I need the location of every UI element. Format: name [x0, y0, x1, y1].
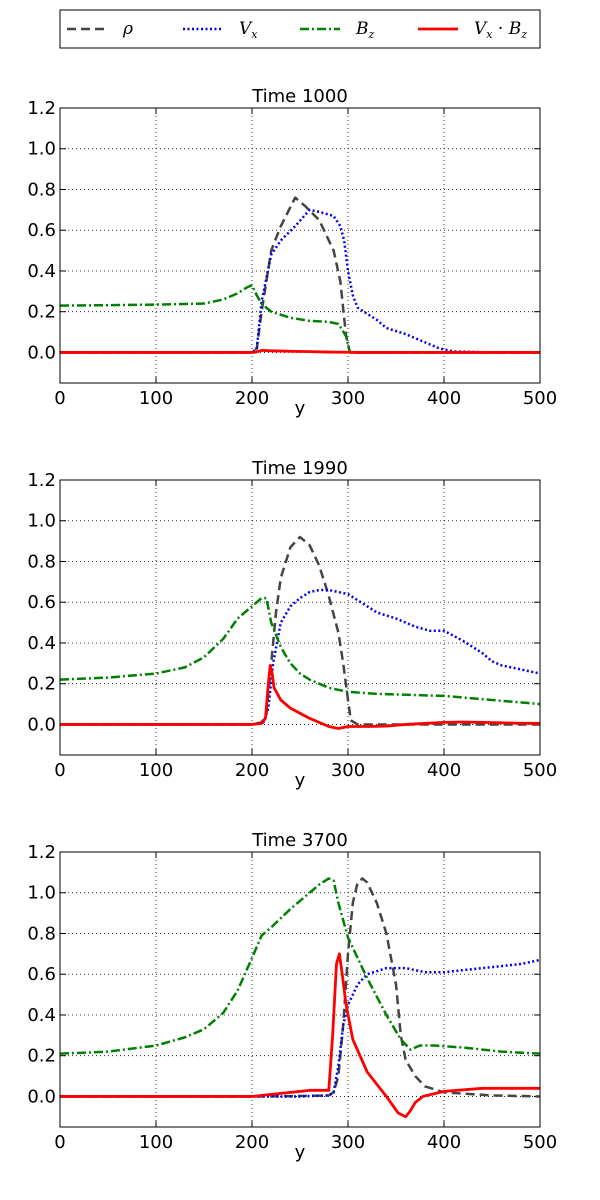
- x-tick-label: 400: [427, 388, 461, 409]
- x-tick-label: 500: [523, 760, 557, 781]
- x-tick-label: 100: [139, 760, 173, 781]
- plot-frame: [59, 851, 541, 1128]
- y-tick-label: 0.4: [27, 261, 56, 282]
- legend-label-rho: ρ: [122, 19, 133, 39]
- series-line-bz: [60, 283, 540, 354]
- x-tick-label: 0: [54, 1132, 65, 1153]
- y-tick-label: 0.8: [27, 179, 56, 200]
- y-tick-label: 0.8: [27, 551, 56, 572]
- plot-area: [60, 852, 540, 1127]
- y-tick-label: 0.8: [27, 923, 56, 944]
- x-tick-label: 500: [523, 1132, 557, 1153]
- y-tick-label: 1.0: [27, 511, 56, 532]
- plot-area: [60, 108, 540, 383]
- series-line-bz: [60, 596, 540, 706]
- chart-panel-3: 0 100 200 300 400 500 0.0 0.2 0.4 0.6 0.8 1.0 1.2 y Ti…: [27, 830, 557, 1163]
- legend-entry-rho: ρ: [67, 19, 133, 39]
- series-line-vxbz: [60, 663, 540, 730]
- chart-title: Time 1000: [251, 86, 348, 107]
- chart-title: Time 3700: [251, 830, 348, 851]
- x-tick-label: 200: [235, 1132, 269, 1153]
- x-tick-label: 400: [427, 760, 461, 781]
- legend-entry-vxbz: Vx · Bz: [418, 19, 527, 41]
- x-tick-label: 0: [54, 760, 65, 781]
- y-tick-label: 0.0: [27, 1086, 56, 1107]
- x-tick-label: 500: [523, 388, 557, 409]
- x-axis-label: y: [295, 770, 306, 791]
- y-tick-label: 0.6: [27, 964, 56, 985]
- chart-panels: 0 100 200 300 400 500 0.0 0.2 0.4 0.6 0.8 1.0 1.2 y Ti…: [27, 86, 557, 1163]
- plot-frame: [59, 479, 541, 756]
- x-tick-label: 200: [235, 760, 269, 781]
- x-axis-label: y: [295, 1142, 306, 1163]
- x-axis-label: y: [295, 398, 306, 419]
- x-tick-label: 300: [331, 760, 365, 781]
- series-line-vxbz: [60, 349, 540, 354]
- x-tick-label: 200: [235, 388, 269, 409]
- legend-entry-bz: Bz: [300, 19, 375, 41]
- y-tick-label: 0.2: [27, 1046, 56, 1067]
- y-tick-label: 0.4: [27, 1005, 56, 1026]
- series-group: [60, 877, 540, 1119]
- x-tick-label: 400: [427, 1132, 461, 1153]
- x-tick-label: 300: [331, 1132, 365, 1153]
- y-tick-label: 0.0: [27, 342, 56, 363]
- series-line-vxbz: [60, 952, 540, 1119]
- x-tick-label: 100: [139, 1132, 173, 1153]
- legend: ρ Vx Bz Vx · Bz: [59, 9, 541, 49]
- x-tick-label: 300: [331, 388, 365, 409]
- plot-area: [60, 480, 540, 755]
- y-tick-label: 0.4: [27, 633, 56, 654]
- y-tick-label: 0.6: [27, 592, 56, 613]
- series-line-vx: [60, 588, 540, 726]
- y-tick-label: 0.2: [27, 674, 56, 695]
- legend-label-vx: Vx: [239, 19, 258, 41]
- series-group: [60, 196, 540, 354]
- series-line-vx: [60, 208, 540, 354]
- plot-frame: [59, 107, 541, 384]
- series-line-bz: [60, 877, 540, 1055]
- legend-label-vxbz: Vx · Bz: [474, 19, 527, 41]
- y-tick-label: 1.2: [27, 98, 56, 119]
- y-tick-label: 1.0: [27, 139, 56, 160]
- legend-entry-vx: Vx: [183, 19, 258, 41]
- y-tick-label: 0.2: [27, 302, 56, 323]
- chart-panel-1: 0 100 200 300 400 500 0.0 0.2 0.4 0.6 0.8 1.0 1.2 y Ti…: [27, 86, 557, 419]
- y-tick-label: 1.2: [27, 470, 56, 491]
- series-line-rho: [60, 877, 540, 1098]
- series-group: [60, 535, 540, 730]
- y-tick-label: 0.0: [27, 714, 56, 735]
- chart-panel-2: 0 100 200 300 400 500 0.0 0.2 0.4 0.6 0.8 1.0 1.2 y Ti…: [27, 458, 557, 791]
- y-tick-label: 0.6: [27, 220, 56, 241]
- x-tick-label: 0: [54, 388, 65, 409]
- chart-title: Time 1990: [251, 458, 348, 479]
- x-tick-label: 100: [139, 388, 173, 409]
- legend-label-bz: Bz: [355, 19, 375, 41]
- y-tick-label: 1.0: [27, 883, 56, 904]
- series-line-vx: [60, 958, 540, 1098]
- y-tick-label: 1.2: [27, 842, 56, 863]
